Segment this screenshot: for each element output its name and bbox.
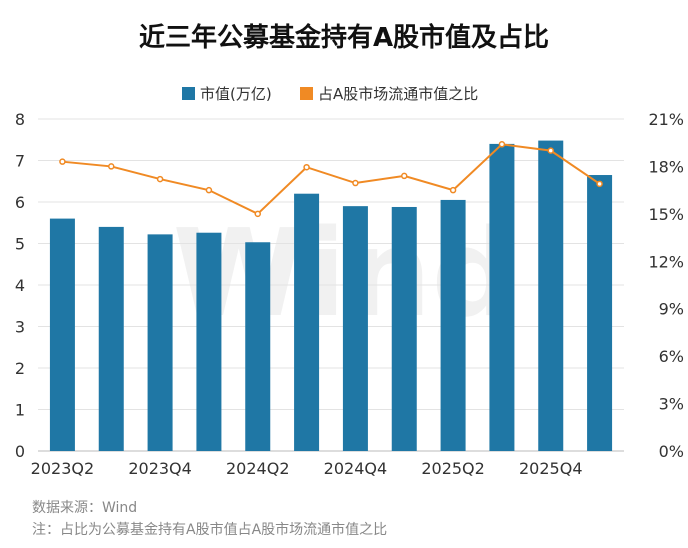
line-point [449,186,457,194]
left-tick-label: 3 [15,318,25,337]
legend-line-label: 占A股市场流通市值之比 [318,85,478,103]
left-tick-label: 1 [15,401,25,420]
right-tick-label: 12% [648,252,684,271]
bar [440,199,466,451]
line-series [59,141,603,218]
left-tick-label: 7 [15,152,25,171]
left-axis: 0 1 2 3 4 5 6 7 8 [15,110,25,461]
left-tick-label: 0 [15,442,25,461]
right-tick-label: 18% [648,157,684,176]
legend-bar-swatch [182,87,195,100]
right-tick-label: 9% [659,300,684,319]
bar [294,193,320,451]
bar [342,206,368,451]
chart-title: 近三年公募基金持有A股市值及占比 [139,22,549,53]
left-tick-label: 2 [15,359,25,378]
bar [538,140,564,451]
line-point [205,186,213,194]
line-point [108,163,115,170]
x-tick-label: 2025Q4 [519,459,583,478]
source-note: 数据来源：Wind [32,500,137,516]
x-tick-label: 2025Q2 [421,459,485,478]
x-tick-label: 2023Q4 [128,459,192,478]
line-point [498,141,506,148]
left-tick-label: 6 [15,193,25,212]
right-tick-label: 15% [648,205,684,224]
x-tick-label: 2024Q4 [324,459,388,478]
bar [587,175,613,451]
legend: 市值(万亿) 占A股市场流通市值之比 [182,85,478,103]
x-axis: 2023Q2 2023Q4 2024Q2 2024Q4 2025Q2 2025Q4 [31,459,583,478]
x-tick-label: 2024Q2 [226,459,290,478]
line-point [303,163,310,171]
bar [196,232,222,451]
gridlines [38,118,624,452]
footnote: 注：占比为公募基金持有A股市值占A股市场流通市值之比 [32,521,387,538]
bar-series [49,140,613,451]
right-tick-label: 21% [648,110,684,129]
line-point [352,179,359,187]
x-tick-label: 2023Q2 [31,459,95,478]
line-path [62,143,601,216]
line-point [59,158,66,165]
line-point [254,210,261,218]
bar [489,143,515,451]
bar [98,226,124,451]
left-tick-label: 5 [15,235,25,254]
left-tick-label: 8 [15,110,25,129]
left-tick-label: 4 [15,276,25,295]
bar [245,242,271,451]
right-tick-label: 3% [659,395,684,414]
line-point [156,175,164,183]
bar [49,218,75,451]
legend-bar-label: 市值(万亿) [200,85,272,103]
line-point [596,180,603,188]
right-tick-label: 6% [659,347,684,366]
line-point [401,172,408,180]
right-axis: 0% 3% 6% 9% 12% 15% 18% 21% [648,110,684,461]
bar [391,206,417,451]
bar [147,234,173,451]
right-tick-label: 0% [659,442,684,461]
line-point [547,147,554,154]
legend-line-swatch [300,87,313,100]
